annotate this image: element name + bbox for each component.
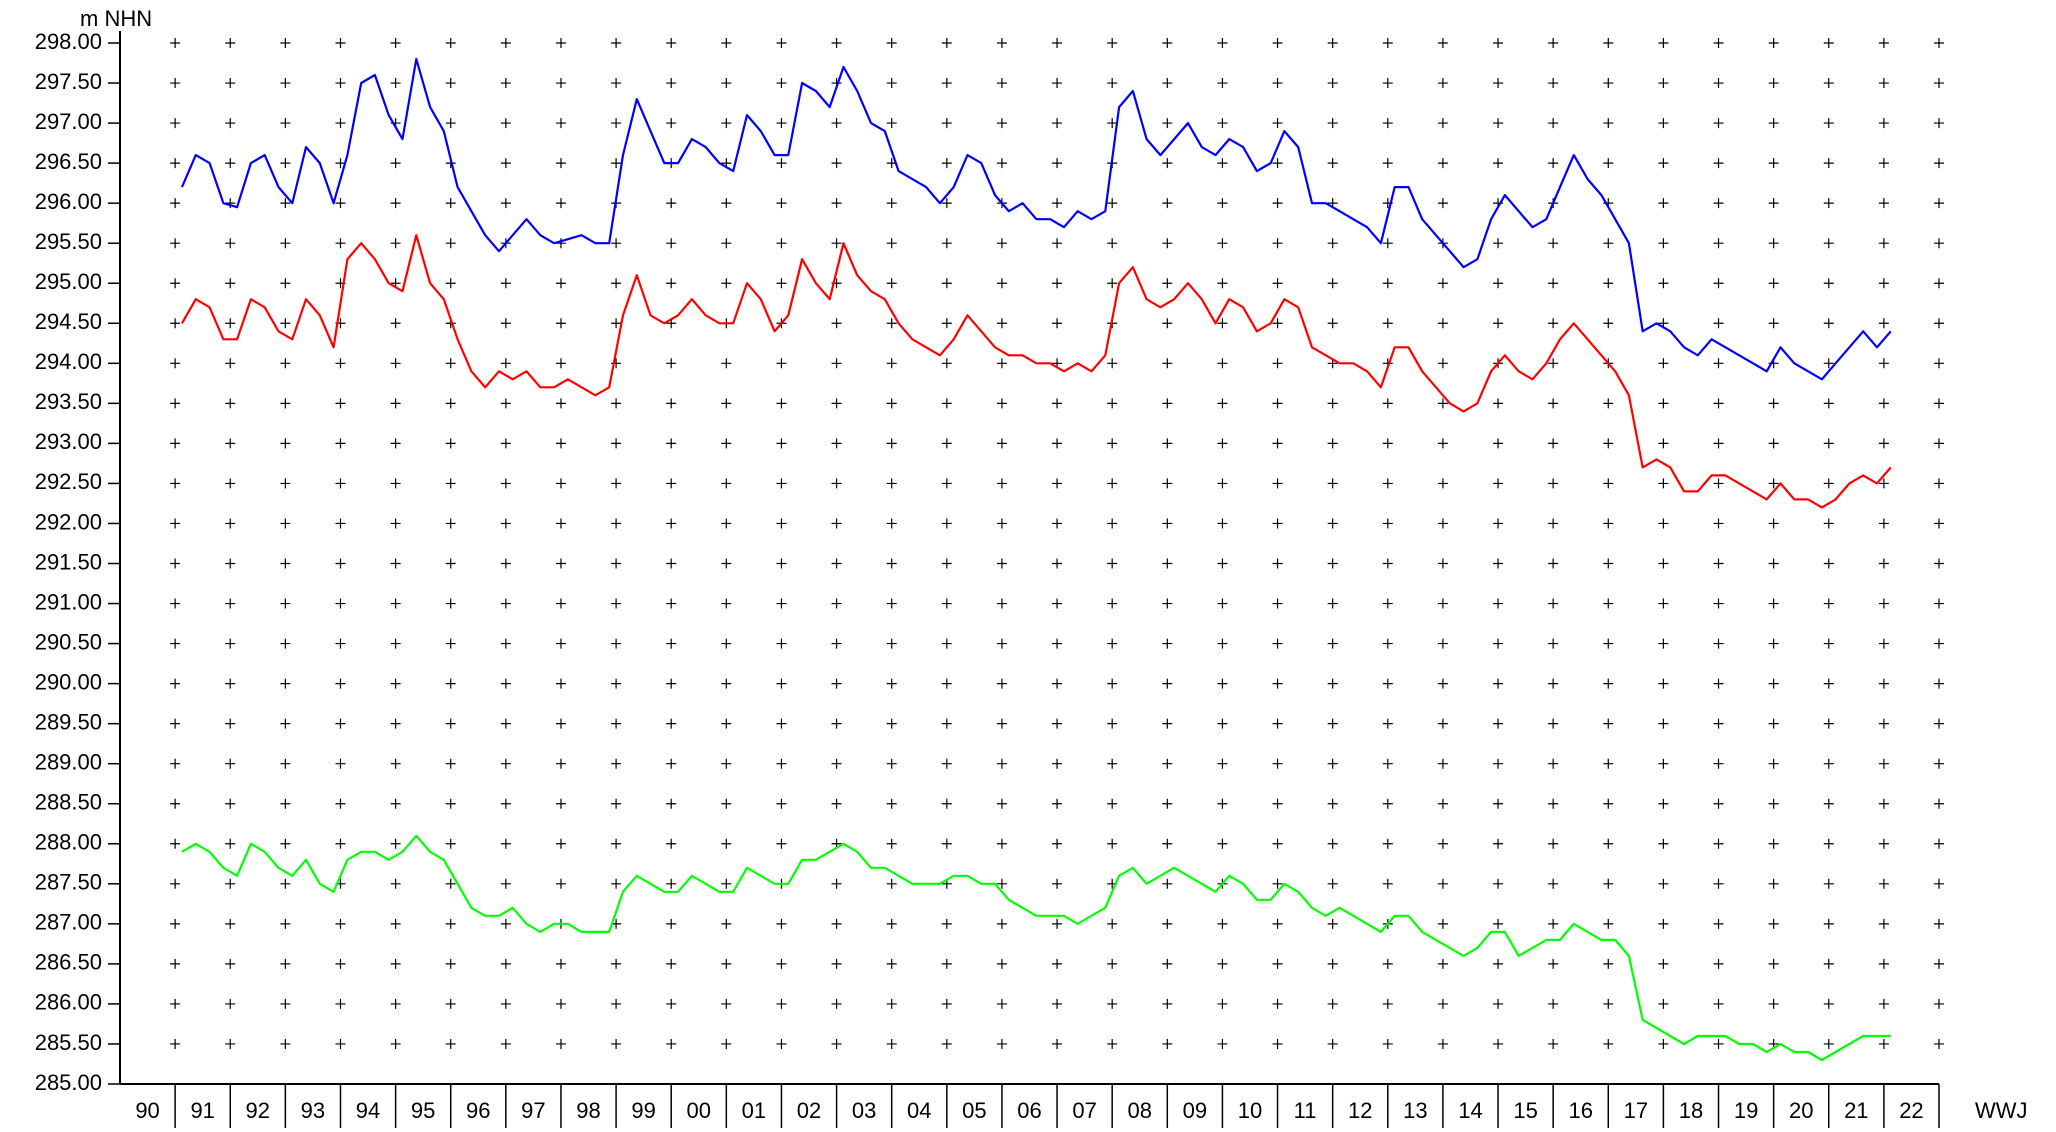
y-tick-label: 296.50 xyxy=(35,149,102,174)
y-tick-label: 291.50 xyxy=(35,549,102,574)
grid-cross xyxy=(170,118,1944,129)
grid-cross xyxy=(170,158,1944,169)
x-tick-label: 13 xyxy=(1403,1098,1427,1123)
grid-cross xyxy=(170,518,1944,529)
y-tick-label: 293.50 xyxy=(35,389,102,414)
y-tick-label: 291.00 xyxy=(35,589,102,614)
y-tick-label: 296.00 xyxy=(35,189,102,214)
x-tick-label: 16 xyxy=(1568,1098,1592,1123)
x-tick-label: 97 xyxy=(521,1098,545,1123)
x-tick-label: 01 xyxy=(742,1098,766,1123)
x-tick-label: 94 xyxy=(356,1098,380,1123)
y-tick-label: 298.00 xyxy=(35,29,102,54)
x-tick-label: 00 xyxy=(687,1098,711,1123)
grid-cross xyxy=(170,918,1944,929)
x-tick-label: 91 xyxy=(190,1098,214,1123)
grid-cross xyxy=(170,958,1944,969)
grid-cross xyxy=(170,38,1944,48)
grid-cross xyxy=(170,718,1944,729)
grid-cross xyxy=(170,78,1944,89)
y-tick-label: 295.50 xyxy=(35,229,102,254)
x-tick-label: 15 xyxy=(1513,1098,1537,1123)
series-line xyxy=(180,57,1892,381)
x-axis-label: WWJ xyxy=(1975,1098,2028,1123)
y-tick-label: 294.00 xyxy=(35,349,102,374)
y-tick-label: 287.00 xyxy=(35,910,102,935)
x-tick-label: 02 xyxy=(797,1098,821,1123)
grid-cross xyxy=(170,878,1944,889)
y-tick-label: 287.50 xyxy=(35,870,102,895)
x-tick-label: 07 xyxy=(1072,1098,1096,1123)
series-line xyxy=(181,234,1892,509)
y-tick-label: 285.50 xyxy=(35,1030,102,1055)
x-tick-label: 90 xyxy=(135,1098,159,1123)
series-line xyxy=(181,834,1891,1062)
x-tick-label: 06 xyxy=(1017,1098,1041,1123)
x-tick-label: 04 xyxy=(907,1098,931,1123)
x-tick-label: 09 xyxy=(1183,1098,1207,1123)
x-tick-label: 96 xyxy=(466,1098,490,1123)
y-tick-label: 290.00 xyxy=(35,669,102,694)
y-tick-label: 286.00 xyxy=(35,990,102,1015)
y-tick-label: 292.00 xyxy=(35,509,102,534)
grid-cross xyxy=(170,438,1944,449)
x-tick-label: 92 xyxy=(246,1098,270,1123)
x-tick-label: 18 xyxy=(1679,1098,1703,1123)
x-tick-label: 21 xyxy=(1844,1098,1868,1123)
y-tick-label: 297.50 xyxy=(35,69,102,94)
grid-cross xyxy=(170,758,1944,769)
grid-cross xyxy=(170,398,1944,409)
grid-cross xyxy=(170,358,1944,369)
grid-cross xyxy=(170,678,1944,689)
x-tick-label: 12 xyxy=(1348,1098,1372,1123)
y-tick-label: 297.00 xyxy=(35,109,102,134)
grid-cross xyxy=(170,598,1944,609)
y-tick-label: 289.00 xyxy=(35,750,102,775)
y-tick-label: 288.00 xyxy=(35,830,102,855)
grid-cross xyxy=(170,198,1944,209)
x-tick-label: 10 xyxy=(1238,1098,1262,1123)
x-tick-label: 11 xyxy=(1294,1098,1317,1123)
grid-cross xyxy=(170,638,1944,649)
grid-cross xyxy=(170,1038,1944,1049)
x-tick-label: 17 xyxy=(1624,1098,1648,1123)
y-tick-label: 292.50 xyxy=(35,469,102,494)
x-tick-label: 08 xyxy=(1128,1098,1152,1123)
grid-cross xyxy=(170,318,1944,329)
y-tick-label: 295.00 xyxy=(35,269,102,294)
y-tick-label: 293.00 xyxy=(35,429,102,454)
x-tick-label: 93 xyxy=(301,1098,325,1123)
y-tick-label: 285.00 xyxy=(35,1070,102,1095)
x-tick-label: 19 xyxy=(1734,1098,1758,1123)
x-tick-label: 95 xyxy=(411,1098,435,1123)
x-tick-label: 22 xyxy=(1899,1098,1923,1123)
grid-cross xyxy=(170,278,1944,289)
y-tick-label: 290.50 xyxy=(35,629,102,654)
x-tick-label: 05 xyxy=(962,1098,986,1123)
grid-cross xyxy=(170,838,1944,849)
y-tick-label: 288.50 xyxy=(35,790,102,815)
y-tick-label: 294.50 xyxy=(35,309,102,334)
y-tick-label: 289.50 xyxy=(35,709,102,734)
x-tick-label: 14 xyxy=(1458,1098,1482,1123)
grid-cross xyxy=(170,558,1944,569)
y-axis-label: m NHN xyxy=(80,6,152,31)
grid-cross xyxy=(170,798,1944,809)
x-tick-label: 98 xyxy=(576,1098,600,1123)
x-tick-label: 20 xyxy=(1789,1098,1813,1123)
y-tick-label: 286.50 xyxy=(35,950,102,975)
x-tick-label: 99 xyxy=(631,1098,655,1123)
grid-cross xyxy=(170,998,1944,1009)
x-tick-label: 03 xyxy=(852,1098,876,1123)
grid-cross xyxy=(170,478,1944,489)
grid-cross xyxy=(170,238,1944,249)
